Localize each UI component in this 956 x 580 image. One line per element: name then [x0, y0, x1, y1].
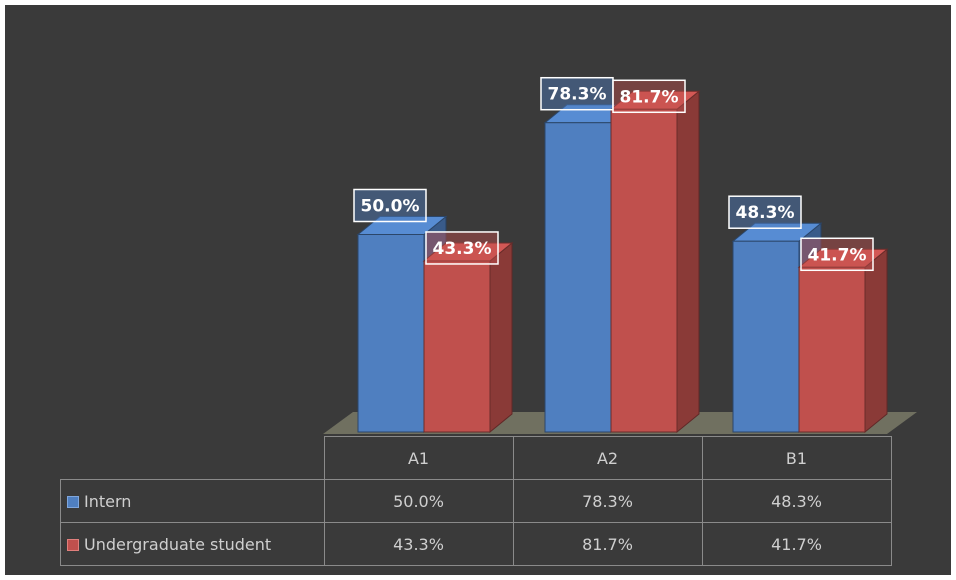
bar-undergraduate-student-a1	[422, 241, 514, 434]
data-label-intern-a1: 50.0%	[353, 188, 427, 223]
table-cell-intern-a1: 50.0%	[323, 479, 514, 523]
legend-swatch-intern	[67, 496, 79, 508]
table-header-row: A1 A2 B1	[61, 436, 892, 480]
data-label-intern-b1: 48.3%	[728, 195, 802, 229]
data-label-undergraduate-student-a1: 43.3%	[425, 231, 499, 265]
data-label-undergraduate-student-a2: 81.7%	[612, 79, 686, 114]
legend-entry-intern: Intern	[60, 479, 325, 523]
legend-swatch-undergraduate	[67, 539, 79, 551]
table-cell-undergraduate-a1: 43.3%	[323, 522, 514, 566]
bar-undergraduate-student-a2	[609, 90, 701, 434]
table-cell-undergraduate-a2: 81.7%	[512, 522, 703, 566]
table-corner	[61, 437, 325, 480]
series-name-intern: Intern	[84, 491, 132, 511]
category-label-a1: A1	[323, 436, 514, 480]
table-cell-undergraduate-b1: 41.7%	[701, 522, 892, 566]
category-label-b1: B1	[701, 436, 892, 480]
chart-svg: 50.0% 43.3% 78.3% 81.7% 48.3% 41.7%	[323, 76, 917, 434]
data-label-text-intern-b1: 48.3%	[736, 203, 795, 223]
legend-entry-undergraduate: Undergraduate student	[60, 522, 325, 566]
data-label-box-undergraduate-student-a2	[612, 79, 686, 114]
data-table: A1 A2 B1 Intern 50.0% 78.3% 48.3% Underg…	[60, 436, 892, 566]
bar-undergraduate-student-a2-side	[676, 90, 700, 434]
data-label-box-intern-a1	[353, 188, 427, 223]
table-row-intern: Intern 50.0% 78.3% 48.3%	[60, 479, 892, 523]
table-row-undergraduate: Undergraduate student 43.3% 81.7% 41.7%	[60, 522, 892, 566]
data-label-text-intern-a2: 78.3%	[548, 85, 607, 105]
data-label-text-intern-a1: 50.0%	[361, 197, 420, 217]
bar-undergraduate-student-a2-front	[610, 108, 678, 433]
plot-area: 50.0% 43.3% 78.3% 81.7% 48.3% 41.7% A1 A2 B1 …	[5, 5, 951, 575]
bar-intern-a2-front	[544, 122, 612, 433]
data-label-text-undergraduate-student-a1: 43.3%	[433, 239, 492, 259]
data-label-box-intern-a2	[540, 76, 614, 111]
series-name-undergraduate: Undergraduate student	[84, 534, 272, 554]
bar-intern-a1-front	[357, 234, 425, 433]
bar-undergraduate-student-b1	[797, 248, 889, 434]
bar-undergraduate-student-b1-side	[864, 248, 888, 434]
data-label-box-undergraduate-student-a1	[425, 231, 499, 265]
category-label-a2: A2	[512, 436, 703, 480]
data-label-undergraduate-student-b1: 41.7%	[800, 237, 874, 272]
data-label-box-undergraduate-student-b1	[800, 237, 874, 272]
table-cell-intern-a2: 78.3%	[512, 479, 703, 523]
bar-intern-b1-front	[732, 240, 800, 433]
data-label-text-undergraduate-student-b1: 41.7%	[808, 245, 867, 265]
bar-undergraduate-student-a1-front	[423, 260, 491, 433]
data-label-box-intern-b1	[728, 195, 802, 229]
data-label-text-undergraduate-student-a2: 81.7%	[620, 87, 679, 107]
bar-undergraduate-student-b1-front	[798, 266, 866, 433]
table-cell-intern-b1: 48.3%	[701, 479, 892, 523]
bar-undergraduate-student-a1-side	[489, 241, 513, 434]
data-label-intern-a2: 78.3%	[540, 76, 614, 111]
